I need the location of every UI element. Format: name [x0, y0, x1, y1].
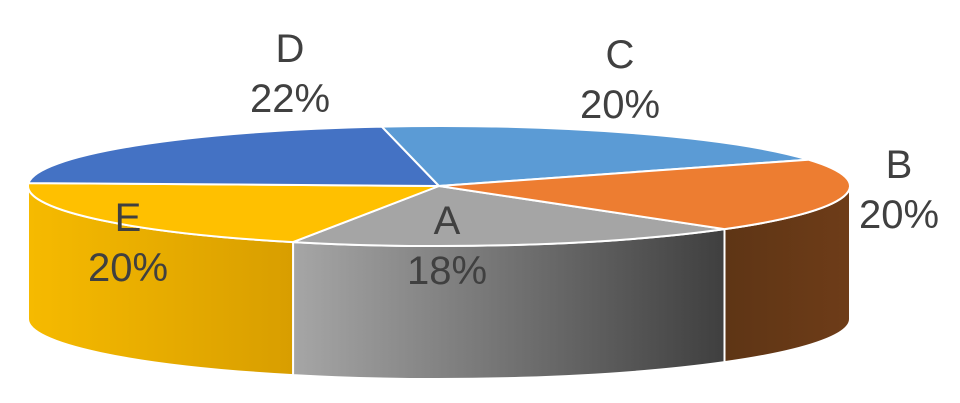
- pie-slice-e: [27, 182, 440, 244]
- slice-percent-d: 22%: [250, 77, 330, 121]
- pie-slice-d: [27, 125, 442, 188]
- slice-label-a: A: [434, 199, 461, 243]
- slice-label-c: C: [606, 33, 635, 77]
- pie-data-labels: A 18% B 20% C 20% D 22% E 20%: [88, 27, 939, 293]
- slice-percent-c: 20%: [580, 83, 660, 127]
- slice-percent-b: 20%: [859, 193, 939, 237]
- slice-percent-e: 20%: [88, 246, 168, 290]
- pie-slice-b: [438, 158, 851, 231]
- slice-percent-a: 18%: [407, 249, 487, 293]
- pie-side-walls: [27, 185, 851, 381]
- slice-label-e: E: [115, 196, 142, 240]
- slice-label-d: D: [276, 27, 305, 71]
- pie-top-faces: [27, 125, 851, 248]
- pie-side-a: [292, 228, 726, 381]
- slice-label-b: B: [886, 143, 913, 187]
- pie-slice-c: [379, 125, 809, 188]
